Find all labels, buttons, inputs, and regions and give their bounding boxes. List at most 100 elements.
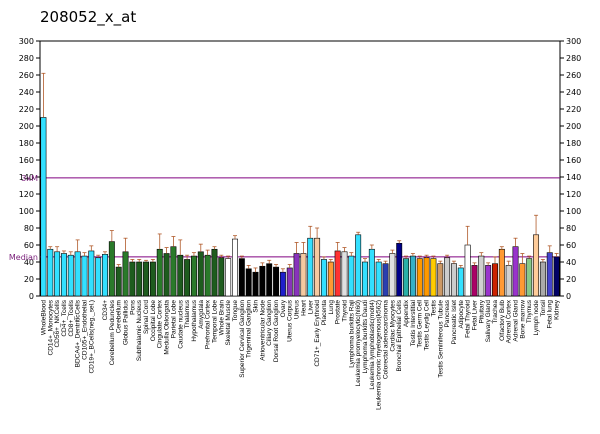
- bar: [334, 250, 341, 297]
- category-label: Colorectal adenocarcinoma: [383, 300, 390, 380]
- y-tick-label-right: 200: [566, 122, 581, 131]
- bar: [430, 258, 437, 297]
- bar: [382, 263, 389, 297]
- error-bars-layer: [41, 72, 559, 273]
- y-tick-label-left: 160: [19, 156, 34, 165]
- category-label: Subthalamic Nucleus: [136, 299, 143, 361]
- plot-frame: [39, 40, 561, 297]
- category-label: Thyroid: [341, 300, 348, 322]
- bar: [143, 261, 150, 297]
- reference-line-label: 3xM: [21, 174, 38, 183]
- y-tick-label-left: 100: [19, 207, 34, 216]
- bar: [327, 261, 334, 297]
- category-label: Pancreatic Islet: [451, 300, 458, 345]
- bar: [348, 255, 355, 297]
- bar: [238, 258, 245, 297]
- y-tick-label-right: 0: [566, 292, 571, 301]
- category-label: Ovary: [280, 299, 287, 317]
- y-tick-label-right: 300: [566, 37, 581, 46]
- bar: [505, 265, 512, 297]
- chart-title: 208052_x_at: [40, 8, 137, 26]
- bar: [320, 259, 327, 297]
- category-label: CD8+_Tcells: [68, 299, 75, 336]
- bar: [389, 253, 396, 297]
- bar: [478, 255, 485, 297]
- bar: [416, 258, 423, 297]
- y-tick-label-right: 140: [566, 173, 581, 182]
- bar: [252, 271, 259, 297]
- category-label: Lymphoma burkitts Daudi: [362, 300, 369, 373]
- category-label: Prefrontal Cortex: [205, 299, 212, 349]
- category-label: Fetal Thyroid: [465, 300, 472, 338]
- category-label: Testis: [430, 299, 437, 316]
- bar: [122, 251, 129, 297]
- bar: [444, 257, 451, 297]
- category-label: Superior Cervical Ganglion: [239, 300, 246, 378]
- bar: [437, 263, 444, 297]
- category-label: Parietal Lobe: [170, 300, 177, 339]
- category-label: CD34+: [102, 300, 109, 321]
- category-label: Tongue: [232, 300, 239, 322]
- y-tick-label-left: 260: [19, 71, 34, 80]
- y-tick-label-right: 100: [566, 207, 581, 216]
- bar: [553, 256, 560, 297]
- category-label: Cerebellum Peduncles: [109, 299, 116, 365]
- bar: [115, 266, 122, 297]
- category-label: Adrenal Gland: [513, 300, 520, 342]
- bar: [245, 268, 252, 297]
- bar: [40, 117, 47, 297]
- bar: [300, 253, 307, 297]
- bar: [259, 265, 266, 297]
- category-label: Testis Seminiferous Tubule: [437, 300, 444, 378]
- bar: [170, 246, 177, 297]
- category-label: Pituitary: [478, 299, 485, 323]
- bar: [54, 251, 61, 297]
- bar: [492, 263, 498, 297]
- y-tick-label-right: 80: [566, 224, 576, 233]
- bar: [293, 253, 300, 297]
- category-label: CD71+_Early Erythroid: [314, 300, 321, 367]
- axes-layer: 0 0 20 20 40 40 60 60 80 80 100 100 120 120 140 140 160 1…: [19, 37, 582, 301]
- bar: [471, 265, 478, 297]
- y-tick-label-left: 200: [19, 122, 34, 131]
- bar: [149, 261, 156, 297]
- category-label: Uterus: [294, 299, 301, 319]
- bar: [286, 267, 293, 297]
- category-label: Tonsil: [540, 299, 547, 316]
- bar: [375, 261, 382, 297]
- category-label: Atrioventricular Node: [259, 300, 266, 361]
- bar: [88, 250, 95, 297]
- bar: [81, 255, 88, 297]
- category-label: Testis Leydig Cell: [424, 299, 431, 350]
- bar: [266, 263, 273, 297]
- category-label: Prostate: [335, 300, 342, 325]
- category-label: Liver: [307, 299, 314, 314]
- bar: [546, 252, 553, 297]
- bar: [512, 246, 519, 297]
- bar: [355, 234, 362, 297]
- category-label: Pancreas: [444, 299, 451, 327]
- category-label: BDCA4+_DentriticCells: [75, 299, 82, 367]
- bar: [232, 238, 238, 297]
- category-label: Pons: [129, 299, 136, 315]
- y-tick-label-left: 60: [24, 241, 34, 250]
- y-tick-label-right: 240: [566, 88, 581, 97]
- category-label: CD19+_BCells(neg._sel.): [88, 300, 95, 374]
- category-label: CD4+_Tcells: [61, 299, 68, 336]
- y-tick-label-right: 20: [566, 275, 576, 284]
- category-label: Testis Interstitial: [410, 299, 417, 346]
- bar: [519, 263, 526, 297]
- y-tick-label-right: 180: [566, 139, 581, 148]
- bar: [211, 248, 218, 297]
- category-label: Bronchial Epithelial Cells: [396, 299, 403, 371]
- bar: [539, 261, 546, 297]
- category-label: Fetal lung: [547, 300, 554, 329]
- bar: [464, 244, 471, 297]
- bars-layer: [40, 117, 560, 297]
- bar: [95, 257, 102, 297]
- bar: [409, 255, 416, 297]
- bar: [362, 261, 368, 297]
- bar: [225, 258, 232, 297]
- bar: [403, 258, 410, 297]
